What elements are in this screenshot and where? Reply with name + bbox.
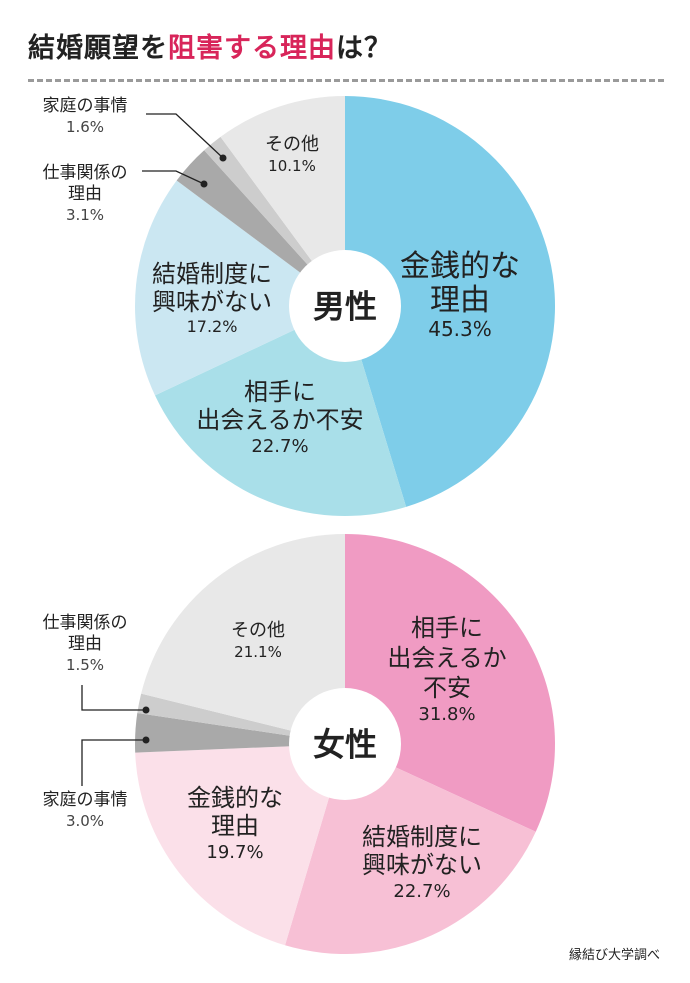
title-part3: は？ (336, 33, 392, 64)
title-highlight: 阻害する理由 (168, 33, 336, 64)
leader-line (81, 685, 146, 711)
slice-label: その他 (265, 134, 319, 155)
slice-value-label: 1.6% (66, 118, 104, 136)
slice-label: 仕事関係の理由 (43, 613, 128, 654)
source-credit: 縁結び大学調べ (568, 948, 660, 963)
pie-slice (220, 96, 345, 306)
slice-value-label: 22.7% (393, 881, 450, 902)
leader-dot (200, 180, 208, 188)
slice-label: 家庭の事情 (43, 790, 128, 810)
slice-label: 結婚制度に興味がない (152, 260, 272, 316)
leader-line (81, 739, 146, 786)
pie-slice (141, 534, 345, 744)
title-part1: 結婚願望を (28, 33, 168, 64)
slice-label: 家庭の事情 (43, 96, 128, 116)
slice-label: 仕事関係の理由 (43, 163, 128, 204)
slice-value-label: 22.7% (251, 436, 308, 457)
slice-value-label: 3.1% (66, 206, 104, 224)
pie-slice (176, 150, 345, 306)
pie-slice (345, 96, 556, 507)
slice-value-label: 21.1% (234, 643, 282, 661)
leader-line (146, 113, 224, 159)
center-label: 男性 (313, 288, 377, 326)
slice-value-label: 19.7% (206, 842, 263, 863)
dashed-divider (28, 79, 664, 82)
slice-label: 相手に出会えるか不安 (196, 378, 363, 434)
slice-value-label: 1.5% (66, 656, 104, 674)
slice-value-label: 31.8% (418, 704, 475, 725)
leader-dot (142, 736, 150, 744)
pie-slice (135, 180, 345, 396)
pie-slice (135, 744, 345, 946)
slice-label: 相手に出会えるか不安 (387, 614, 506, 702)
leader-dot (219, 154, 227, 162)
slice-label: その他 (231, 620, 285, 641)
slice-value-label: 10.1% (268, 157, 316, 175)
slice-value-label: 3.0% (66, 812, 104, 830)
center-label: 女性 (313, 726, 377, 764)
chart-title: 結婚願望を阻害する理由は？ (28, 26, 392, 65)
slice-value-label: 45.3% (428, 317, 492, 341)
donut-hole (289, 250, 401, 362)
leader-dot (142, 706, 150, 714)
leader-line (142, 170, 205, 185)
slice-value-label: 17.2% (187, 317, 238, 336)
slice-label: 金銭的な理由 (400, 249, 520, 318)
slice-label: 金銭的な理由 (187, 784, 283, 840)
slice-label: 結婚制度に興味がない (362, 823, 482, 879)
donut-hole (289, 688, 401, 800)
